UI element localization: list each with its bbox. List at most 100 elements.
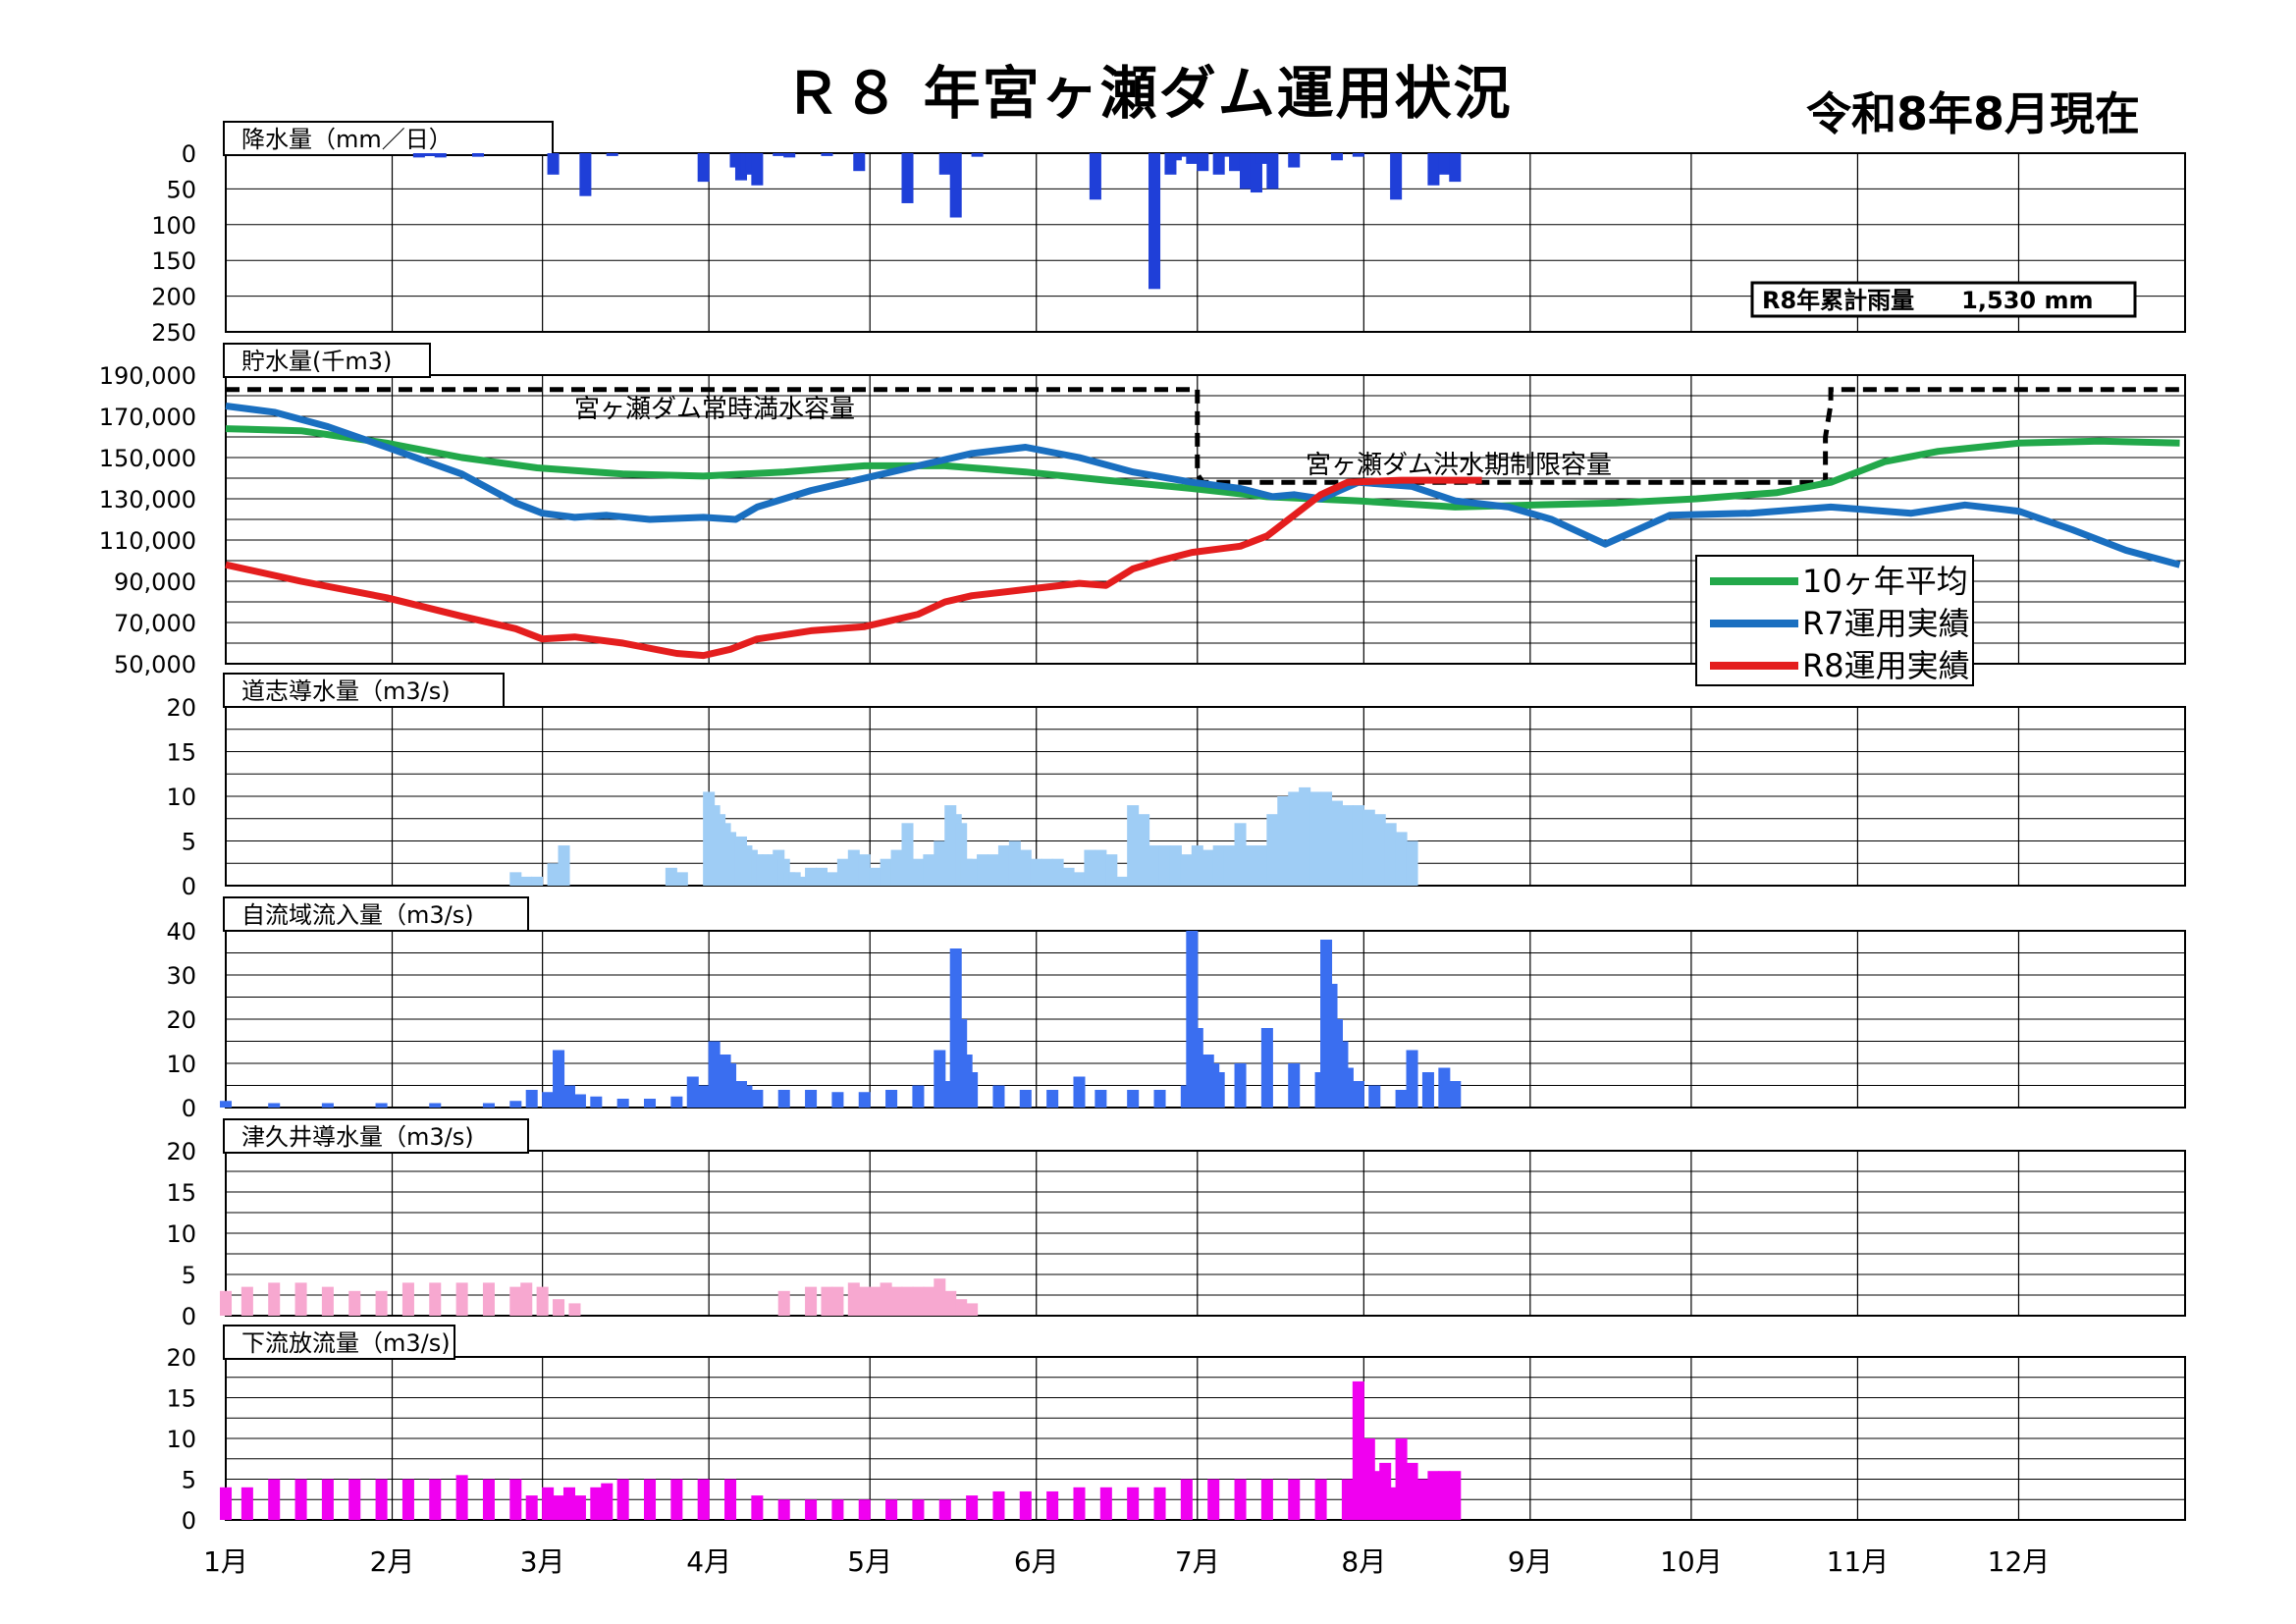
bar [1046, 1090, 1059, 1108]
bar [1019, 1090, 1032, 1108]
bar [890, 1286, 903, 1316]
bar [1127, 1487, 1140, 1520]
bar [697, 153, 710, 183]
x-tick-label: 11月 [1827, 1545, 1890, 1578]
x-tick-label: 9月 [1508, 1545, 1553, 1578]
bar [912, 858, 925, 886]
bar [901, 1286, 914, 1316]
y-tick-label: 90,000 [114, 568, 196, 596]
bar [1180, 854, 1193, 886]
bar [1373, 814, 1386, 886]
bar [992, 1490, 1005, 1520]
bar [944, 1290, 957, 1316]
bar [740, 1085, 753, 1108]
bar [966, 1303, 979, 1316]
bar [321, 1103, 334, 1108]
bar [509, 1479, 522, 1520]
bar [643, 1479, 657, 1520]
bar [1234, 1479, 1247, 1520]
bar [1406, 1462, 1418, 1520]
bar [1148, 153, 1161, 290]
bar [1153, 1487, 1166, 1520]
bar [1384, 823, 1397, 886]
bar [821, 153, 833, 156]
bar [601, 1483, 614, 1520]
bar [997, 845, 1010, 886]
y-tick-label: 10 [166, 784, 196, 811]
bar [1449, 1081, 1462, 1108]
bar [1234, 1063, 1247, 1108]
bar [375, 1103, 388, 1108]
bar [573, 1094, 586, 1108]
bar [348, 1479, 361, 1520]
y-tick-label: 190,000 [99, 362, 196, 390]
y-tick-label: 70,000 [114, 610, 196, 637]
bar [579, 153, 592, 196]
bar [547, 863, 560, 886]
bar [923, 1286, 935, 1316]
bar [542, 1092, 555, 1108]
bar [773, 153, 785, 156]
bar [573, 1495, 586, 1520]
bar [805, 1286, 818, 1316]
bar [1352, 805, 1364, 886]
y-tick-label: 5 [182, 1262, 196, 1289]
bar [1127, 1090, 1140, 1108]
bar [562, 1487, 575, 1520]
bar [1197, 153, 1209, 172]
bar [482, 1282, 495, 1316]
bar [1046, 1490, 1059, 1520]
bar [1299, 786, 1311, 886]
bar [401, 1282, 414, 1316]
bar [831, 1286, 844, 1316]
bar [880, 1282, 892, 1316]
bar [1352, 153, 1364, 157]
bar [805, 867, 818, 886]
y-tick-label: 10 [166, 1426, 196, 1453]
chart-panel-5: 0 5 10 15 20 津久井導水量（m3/s) [166, 1118, 2186, 1330]
bar [509, 1101, 522, 1108]
bar [1169, 845, 1182, 886]
bar [1234, 823, 1247, 886]
chart-panel-1: 0 50 100 150 200 250 降水量（mm／日） R8年累計雨量 1,530 mm [151, 121, 2186, 347]
y-tick-label: 50 [166, 176, 196, 203]
y-tick-label: 110,000 [99, 527, 196, 555]
bar [675, 872, 688, 886]
bar [751, 1495, 764, 1520]
bar [1438, 1067, 1451, 1108]
bar [949, 153, 962, 218]
bar [847, 1282, 860, 1316]
bar [794, 876, 807, 886]
x-tick-label: 5月 [847, 1545, 892, 1578]
bar [938, 1499, 951, 1520]
y-tick-label: 10 [166, 1220, 196, 1248]
bar [590, 1096, 603, 1108]
bar [1073, 1076, 1086, 1108]
bar [934, 1278, 946, 1316]
annotation-flood-capacity: 宮ヶ瀬ダム洪水期制限容量 [1306, 451, 1612, 480]
bar [1073, 872, 1086, 886]
bar [1341, 805, 1354, 886]
bar [1384, 1487, 1397, 1520]
bar [912, 1286, 925, 1316]
bar [869, 867, 881, 886]
bar [1095, 849, 1107, 886]
bar [1073, 1487, 1086, 1520]
bar [1288, 791, 1301, 886]
bar [1341, 1479, 1354, 1520]
bar [1175, 153, 1188, 157]
bar [1395, 832, 1408, 886]
bar [686, 1076, 699, 1108]
y-tick-label: 40 [166, 918, 196, 946]
bar [1260, 1479, 1273, 1520]
bar [536, 1286, 549, 1316]
x-tick-label: 4月 [686, 1545, 731, 1578]
series-line-avg10 [225, 425, 2180, 511]
bar [977, 854, 989, 886]
bar [1449, 1471, 1462, 1520]
panel-title: 津久井導水量（m3/s) [241, 1123, 474, 1151]
y-tick-label: 130,000 [99, 486, 196, 514]
bar [240, 1487, 253, 1520]
bar [520, 876, 533, 886]
y-tick-label: 5 [182, 1467, 196, 1494]
